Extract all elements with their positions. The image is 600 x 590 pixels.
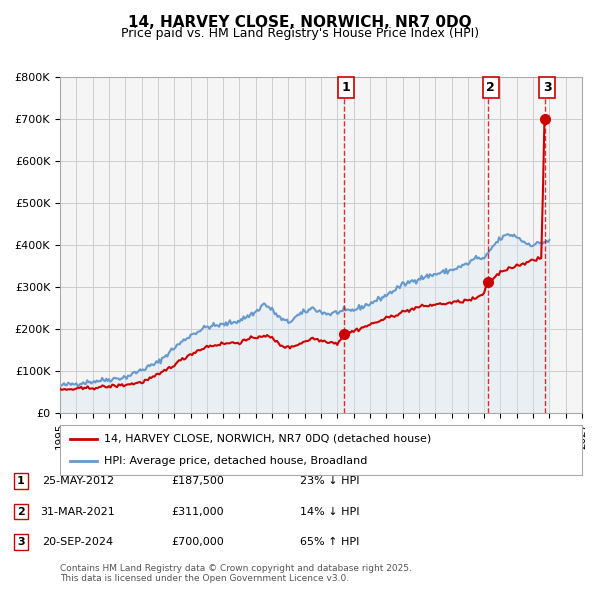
Text: Contains HM Land Registry data © Crown copyright and database right 2025.
This d: Contains HM Land Registry data © Crown c…: [60, 563, 412, 583]
Text: 3: 3: [543, 81, 551, 94]
Text: 65% ↑ HPI: 65% ↑ HPI: [301, 537, 359, 547]
Text: 1: 1: [17, 476, 25, 486]
Text: 14, HARVEY CLOSE, NORWICH, NR7 0DQ (detached house): 14, HARVEY CLOSE, NORWICH, NR7 0DQ (deta…: [104, 434, 431, 444]
Text: 14% ↓ HPI: 14% ↓ HPI: [300, 507, 360, 516]
Text: £700,000: £700,000: [172, 537, 224, 547]
Text: 23% ↓ HPI: 23% ↓ HPI: [300, 476, 360, 486]
Text: 2: 2: [17, 507, 25, 516]
Text: 14, HARVEY CLOSE, NORWICH, NR7 0DQ: 14, HARVEY CLOSE, NORWICH, NR7 0DQ: [128, 15, 472, 30]
Text: 2: 2: [486, 81, 495, 94]
Text: 25-MAY-2012: 25-MAY-2012: [42, 476, 114, 486]
Text: £187,500: £187,500: [172, 476, 224, 486]
Text: Price paid vs. HM Land Registry's House Price Index (HPI): Price paid vs. HM Land Registry's House …: [121, 27, 479, 40]
Text: 20-SEP-2024: 20-SEP-2024: [43, 537, 113, 547]
Text: HPI: Average price, detached house, Broadland: HPI: Average price, detached house, Broa…: [104, 456, 368, 466]
Text: 1: 1: [342, 81, 350, 94]
Text: 31-MAR-2021: 31-MAR-2021: [41, 507, 115, 516]
Text: £311,000: £311,000: [172, 507, 224, 516]
Text: 3: 3: [17, 537, 25, 547]
